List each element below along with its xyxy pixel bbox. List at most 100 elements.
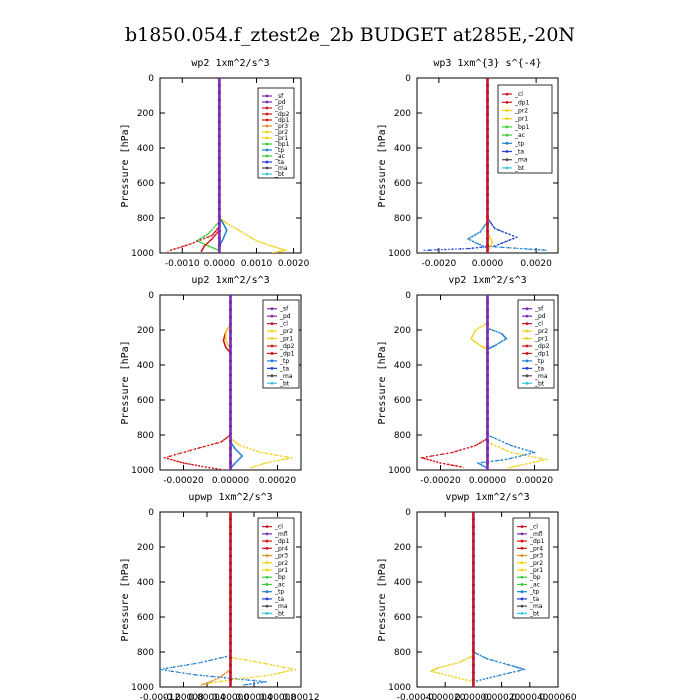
series-marker: [471, 568, 475, 572]
series-marker: [217, 214, 221, 219]
series-marker: [188, 243, 191, 246]
series-marker: [503, 673, 506, 676]
series-marker: [215, 467, 218, 470]
series-marker: [511, 665, 514, 667]
series-marker: [253, 465, 256, 468]
series-marker: [263, 674, 266, 677]
series-marker: [443, 462, 446, 465]
series-marker: [458, 661, 461, 664]
series-marker: [471, 605, 475, 609]
series-marker: [228, 439, 233, 443]
legend-marker: [265, 597, 269, 601]
y-axis-label: Pressure [hPa]: [120, 340, 131, 424]
series-marker: [228, 678, 233, 682]
series-marker: [278, 672, 281, 674]
series-marker: [479, 654, 482, 657]
series-marker: [433, 460, 436, 463]
series-marker: [247, 679, 250, 681]
series-marker: [515, 452, 518, 455]
legend-marker: [265, 590, 269, 594]
series-marker: [225, 341, 228, 343]
series-marker: [198, 238, 200, 241]
legend-marker: [520, 568, 524, 572]
legend-label: _dp2: [534, 343, 550, 350]
x-tick-label: 0.00000: [212, 693, 249, 700]
series-marker: [447, 674, 450, 677]
series-marker: [228, 295, 233, 297]
series-marker: [236, 450, 239, 453]
series-marker: [206, 242, 208, 245]
panel-3: up2 1xm^2/s^3 Pressure [hPa] 0 200 400 600 800…: [120, 275, 302, 486]
legend-label: _pr4: [529, 545, 543, 552]
series-marker: [485, 351, 490, 355]
series-marker: [480, 441, 483, 443]
series-marker: [217, 677, 220, 680]
legend-marker: [265, 568, 269, 572]
series-marker: [220, 441, 223, 443]
series-marker: [481, 464, 484, 467]
series-marker: [471, 641, 475, 645]
series-marker: [542, 249, 545, 251]
series-marker: [513, 665, 516, 668]
series-marker: [484, 438, 487, 441]
legend-label: _ma: [529, 603, 543, 610]
series-marker: [485, 359, 490, 363]
series-marker: [228, 366, 233, 370]
series-marker: [188, 672, 191, 675]
legend-marker: [265, 130, 269, 134]
series-marker: [214, 233, 217, 236]
series-marker: [282, 666, 285, 669]
y-axis-label: Pressure [hPa]: [377, 557, 388, 641]
series-marker: [272, 245, 275, 248]
series-marker: [228, 641, 233, 645]
series-marker: [485, 417, 490, 421]
series-marker: [471, 670, 475, 675]
series-marker: [207, 444, 210, 447]
series-marker: [525, 449, 528, 452]
series-marker: [207, 232, 210, 235]
legend-marker: [270, 359, 274, 363]
series-marker: [290, 456, 293, 459]
series-marker: [184, 451, 186, 453]
y-tick-label: 200: [394, 543, 411, 553]
legend-label: _pr2: [534, 328, 548, 335]
series-marker: [224, 336, 227, 339]
series-marker: [235, 449, 238, 452]
legend-marker: [265, 94, 269, 98]
series-marker: [217, 98, 221, 102]
series-marker: [485, 90, 490, 95]
series-marker: [474, 652, 477, 655]
legend-label: _ma: [279, 373, 293, 380]
legend-marker: [525, 337, 529, 340]
legend-marker: [270, 366, 274, 370]
series-marker: [471, 517, 475, 521]
series-marker: [217, 127, 221, 131]
series-marker: [479, 679, 482, 681]
series-marker: [477, 343, 480, 346]
series-marker: [527, 455, 530, 457]
legend-label: _pd: [534, 313, 546, 320]
series-marker: [170, 249, 173, 251]
series-marker: [210, 659, 212, 662]
series-marker: [447, 664, 450, 667]
series-marker: [223, 672, 226, 675]
legend-label: _ac: [274, 581, 285, 588]
series-marker: [237, 451, 240, 454]
series-marker: [217, 112, 221, 117]
series-marker: [228, 656, 233, 660]
series-marker: [223, 438, 226, 441]
series-marker: [524, 453, 526, 456]
y-tick-label: 400: [137, 578, 154, 588]
series-marker: [269, 461, 271, 464]
series-marker: [280, 455, 283, 457]
series-marker: [249, 448, 252, 450]
series-marker: [481, 227, 484, 230]
legend-marker: [525, 344, 529, 348]
y-tick-label: 400: [394, 578, 411, 588]
legend-marker: [520, 590, 524, 594]
series-marker: [280, 248, 283, 250]
series-marker: [446, 452, 449, 455]
series-marker: [213, 235, 216, 237]
legend-label: _ta: [279, 365, 289, 372]
series-marker: [275, 251, 278, 253]
